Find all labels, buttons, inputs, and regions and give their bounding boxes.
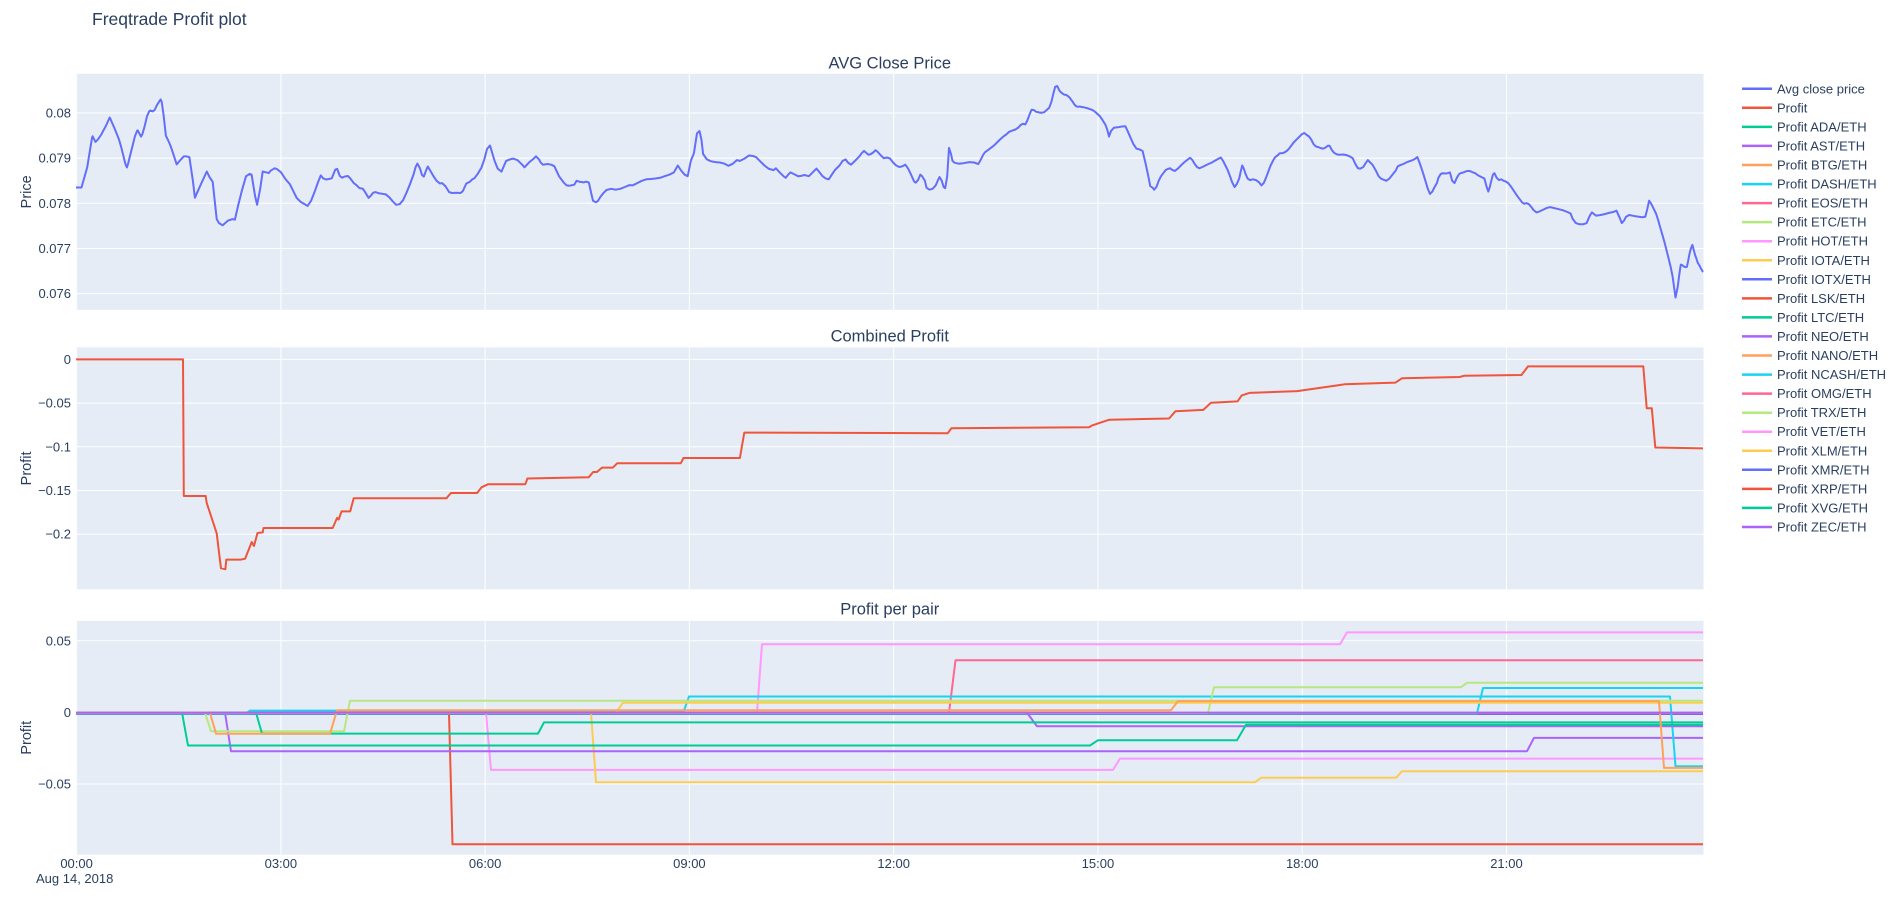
svg-text:−0.2: −0.2 (45, 527, 71, 542)
svg-text:Profit XLM/ETH: Profit XLM/ETH (1777, 443, 1867, 458)
svg-text:Price: Price (19, 175, 35, 208)
svg-text:Profit LSK/ETH: Profit LSK/ETH (1777, 291, 1865, 306)
svg-text:Profit NEO/ETH: Profit NEO/ETH (1777, 329, 1869, 344)
svg-text:Profit HOT/ETH: Profit HOT/ETH (1777, 234, 1868, 249)
svg-text:Profit BTG/ETH: Profit BTG/ETH (1777, 158, 1867, 173)
svg-text:00:00: 00:00 (60, 856, 93, 871)
svg-text:−0.05: −0.05 (38, 777, 71, 792)
svg-text:0.077: 0.077 (38, 241, 71, 256)
svg-text:Profit TRX/ETH: Profit TRX/ETH (1777, 405, 1866, 420)
svg-text:Profit ZEC/ETH: Profit ZEC/ETH (1777, 519, 1867, 534)
svg-text:18:00: 18:00 (1286, 856, 1319, 871)
svg-text:Profit XMR/ETH: Profit XMR/ETH (1777, 462, 1869, 477)
svg-text:Profit IOTX/ETH: Profit IOTX/ETH (1777, 272, 1871, 287)
svg-text:0: 0 (64, 705, 71, 720)
svg-text:Profit IOTA/ETH: Profit IOTA/ETH (1777, 253, 1870, 268)
svg-text:0.08: 0.08 (46, 106, 71, 121)
svg-text:Profit: Profit (1777, 100, 1808, 115)
svg-text:15:00: 15:00 (1082, 856, 1115, 871)
svg-text:03:00: 03:00 (265, 856, 298, 871)
svg-text:09:00: 09:00 (673, 856, 706, 871)
svg-text:Combined Profit: Combined Profit (831, 328, 950, 346)
svg-text:AVG Close Price: AVG Close Price (828, 55, 951, 73)
svg-text:Profit NANO/ETH: Profit NANO/ETH (1777, 348, 1878, 363)
svg-text:0.05: 0.05 (46, 633, 71, 648)
svg-text:0: 0 (64, 352, 71, 367)
svg-text:0.079: 0.079 (38, 151, 71, 166)
svg-text:−0.05: −0.05 (38, 396, 71, 411)
svg-text:Freqtrade Profit plot: Freqtrade Profit plot (92, 9, 247, 29)
svg-text:Profit ETC/ETH: Profit ETC/ETH (1777, 215, 1867, 230)
svg-text:Profit DASH/ETH: Profit DASH/ETH (1777, 177, 1877, 192)
svg-text:Profit XRP/ETH: Profit XRP/ETH (1777, 481, 1867, 496)
svg-text:Profit ADA/ETH: Profit ADA/ETH (1777, 119, 1867, 134)
svg-text:21:00: 21:00 (1490, 856, 1523, 871)
svg-text:−0.1: −0.1 (45, 439, 71, 454)
svg-text:12:00: 12:00 (877, 856, 910, 871)
svg-text:Profit OMG/ETH: Profit OMG/ETH (1777, 386, 1872, 401)
svg-text:Aug 14, 2018: Aug 14, 2018 (36, 871, 113, 886)
svg-text:Profit LTC/ETH: Profit LTC/ETH (1777, 310, 1864, 325)
svg-text:Profit AST/ETH: Profit AST/ETH (1777, 138, 1865, 153)
svg-text:0.076: 0.076 (38, 286, 71, 301)
svg-text:Profit XVG/ETH: Profit XVG/ETH (1777, 500, 1868, 515)
svg-text:0.078: 0.078 (38, 196, 71, 211)
svg-text:Profit per pair: Profit per pair (840, 601, 940, 619)
svg-text:Profit NCASH/ETH: Profit NCASH/ETH (1777, 367, 1886, 382)
svg-text:Profit: Profit (19, 721, 35, 755)
svg-text:06:00: 06:00 (469, 856, 502, 871)
svg-text:−0.15: −0.15 (38, 483, 71, 498)
svg-text:Profit EOS/ETH: Profit EOS/ETH (1777, 196, 1868, 211)
svg-text:Avg close price: Avg close price (1777, 81, 1865, 96)
svg-text:Profit: Profit (19, 451, 35, 485)
svg-text:Profit VET/ETH: Profit VET/ETH (1777, 424, 1866, 439)
